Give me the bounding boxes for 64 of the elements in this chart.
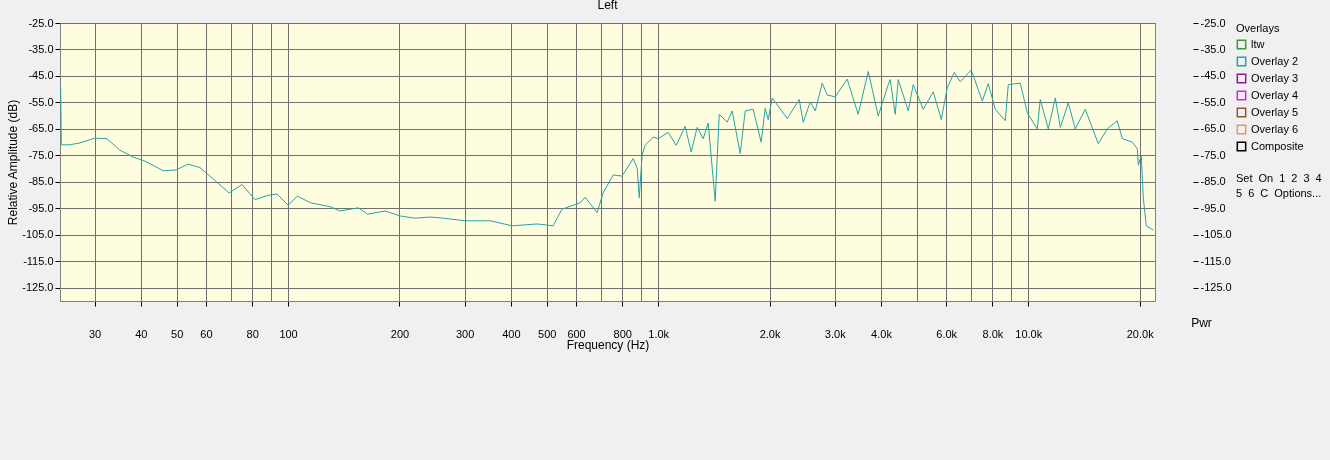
x-tick-label: 4.0k xyxy=(871,327,893,340)
x-tick-label: 20.0k xyxy=(1126,327,1155,340)
y-tick-label: -125.0 xyxy=(22,281,54,294)
x-tick-label: 40 xyxy=(135,327,148,340)
x-tick-label: 2.0k xyxy=(759,327,781,340)
y2-tick-label: -125.0 xyxy=(1200,281,1232,294)
y-tick-label: -45.0 xyxy=(28,69,54,82)
text: Options... xyxy=(1274,187,1322,199)
y-tick-label: -25.0 xyxy=(28,16,54,29)
legend-label: ltw xyxy=(1251,37,1265,50)
x-tick-label: 600 xyxy=(567,327,586,340)
y2-tick-label: -115.0 xyxy=(1200,254,1231,267)
text: On xyxy=(1258,172,1274,184)
x-tick-label: 300 xyxy=(455,327,475,340)
legend-label: Composite xyxy=(1251,139,1304,152)
y2-axis-title: Pwr xyxy=(1191,315,1212,330)
x-tick-label: 100 xyxy=(279,327,298,340)
legend-label: Overlay 6 xyxy=(1251,122,1299,135)
text: 3 xyxy=(1303,172,1310,184)
y2-tick-label: -45.0 xyxy=(1200,69,1226,82)
legend-title: Overlays xyxy=(1236,22,1280,34)
text: 5 xyxy=(1236,187,1243,199)
y-tick-label: -115.0 xyxy=(23,254,54,267)
legend-label: Overlay 3 xyxy=(1251,71,1299,84)
y-tick-label: -65.0 xyxy=(28,122,54,135)
text: 2 xyxy=(1291,172,1298,184)
y2-tick-label: -105.0 xyxy=(1200,228,1232,241)
x-tick-label: 50 xyxy=(171,327,184,340)
y-tick-label: -55.0 xyxy=(28,95,54,108)
y2-tick-label: -95.0 xyxy=(1200,201,1226,214)
y2-tick-label: -85.0 xyxy=(1200,175,1226,188)
y-tick-label: -105.0 xyxy=(22,228,54,241)
text: 6 xyxy=(1248,187,1255,199)
x-tick-label: 8.0k xyxy=(982,327,1004,340)
legend-label: Overlay 4 xyxy=(1251,88,1299,101)
y-tick-label: -85.0 xyxy=(28,175,54,188)
chart-title: Left xyxy=(597,0,619,12)
text: C xyxy=(1260,187,1269,199)
text: 1 xyxy=(1279,172,1286,184)
y2-tick-label: -55.0 xyxy=(1200,95,1226,108)
x-tick-label: 1.0k xyxy=(648,327,670,340)
text: Set xyxy=(1236,172,1253,184)
y-tick-label: -75.0 xyxy=(28,148,54,161)
text: 4 xyxy=(1315,172,1322,184)
legend-label: Overlay 5 xyxy=(1251,105,1299,118)
x-tick-label: 3.0k xyxy=(824,327,847,340)
y2-tick-label: -75.0 xyxy=(1200,148,1226,161)
x-tick-label: 500 xyxy=(538,327,557,340)
y-tick-label: -95.0 xyxy=(28,201,54,214)
x-tick-label: 6.0k xyxy=(936,327,958,340)
x-tick-label: 30 xyxy=(88,327,102,340)
y2-tick-label: -25.0 xyxy=(1200,16,1226,29)
x-tick-label: 800 xyxy=(613,327,632,340)
x-tick-label: 10.0k xyxy=(1015,327,1043,340)
y2-tick-label: -65.0 xyxy=(1200,122,1226,135)
y-tick-label: -35.0 xyxy=(28,42,54,55)
x-axis-title: Frequency (Hz) xyxy=(566,337,650,352)
y-axis-title: Relative Amplitude (dB) xyxy=(6,99,21,226)
legend-label: Overlay 2 xyxy=(1251,54,1299,67)
y2-tick-label: -35.0 xyxy=(1200,42,1226,55)
x-tick-label: 200 xyxy=(390,327,410,340)
x-tick-label: 80 xyxy=(246,327,259,340)
x-tick-label: 60 xyxy=(200,327,213,340)
x-tick-label: 400 xyxy=(502,327,521,340)
